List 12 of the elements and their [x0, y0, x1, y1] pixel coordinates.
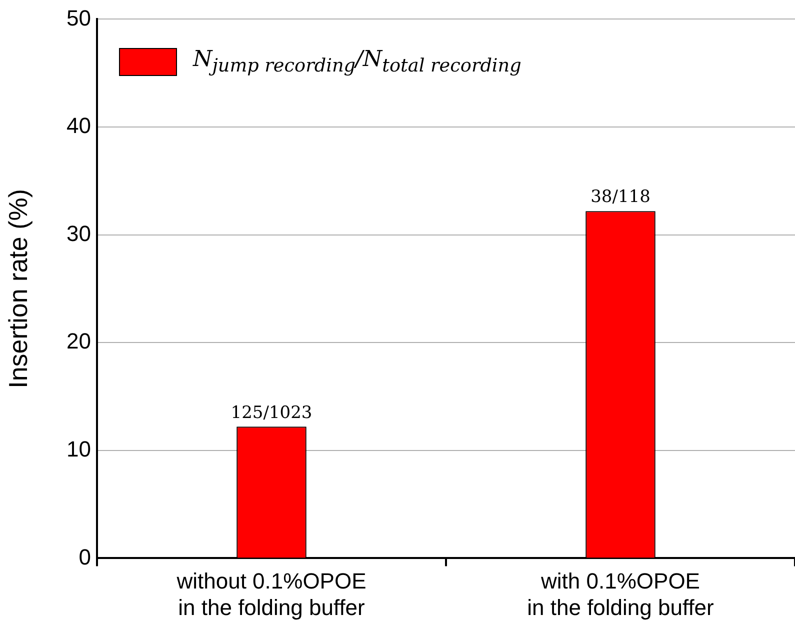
y-tick-label: 30 — [66, 220, 91, 246]
x-tick-label: with 0.1%OPOE in the folding buffer — [527, 568, 714, 620]
legend-label: N$_{jump recording}$/N$_{total recording}$ — [193, 47, 522, 77]
y-tick-label: 10 — [66, 436, 91, 462]
y-tick-label: 20 — [66, 328, 91, 354]
y-tick-label: 50 — [66, 5, 91, 30]
y-tick-label: 40 — [66, 113, 91, 138]
y-axis-title: Insertion rate (%) — [2, 188, 33, 388]
data-label: 125/1023 — [230, 402, 312, 423]
y-tick-label: 0 — [78, 544, 91, 570]
data-label: 38/118 — [590, 187, 650, 208]
x-tick-label: without 0.1%OPOE in the folding buffer — [176, 568, 366, 620]
